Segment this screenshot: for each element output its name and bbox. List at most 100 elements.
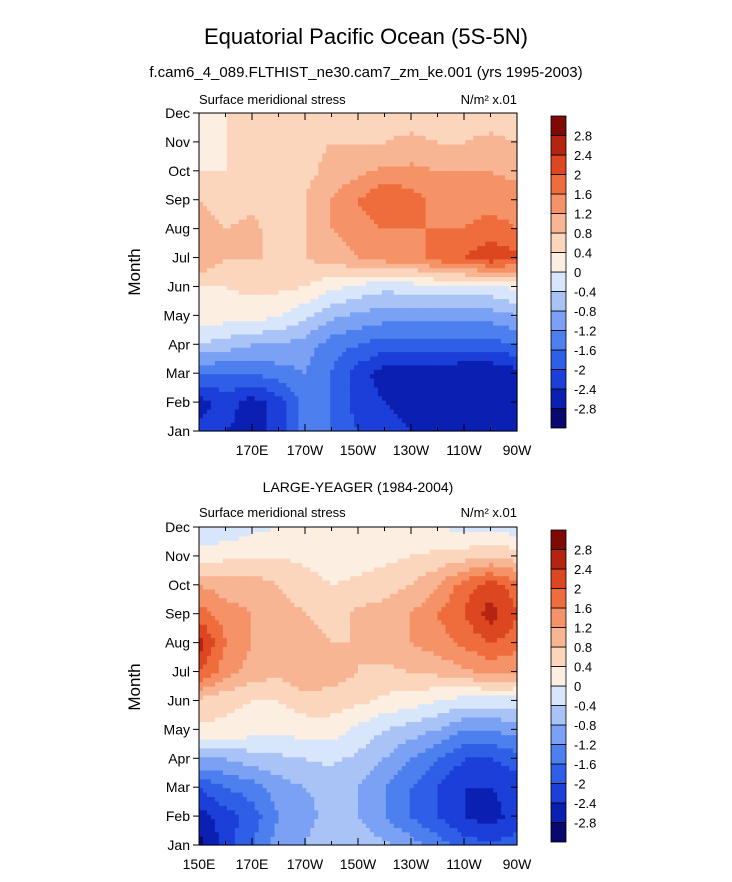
heatmap-cell xyxy=(290,289,296,295)
heatmap-cell xyxy=(397,355,403,361)
heatmap-cell xyxy=(226,161,232,167)
heatmap-cell xyxy=(365,280,371,286)
heatmap-cell xyxy=(358,196,363,202)
heatmap-cell xyxy=(429,166,435,172)
heatmap-cell xyxy=(513,263,518,269)
heatmap-cell xyxy=(358,311,363,317)
heatmap-cell xyxy=(258,360,264,366)
heatmap-cell xyxy=(314,227,319,233)
heatmap-cell xyxy=(369,347,375,353)
heatmap-cell xyxy=(461,307,466,313)
heatmap-cell xyxy=(310,161,315,167)
heatmap-cell xyxy=(489,360,494,366)
heatmap-cell xyxy=(437,254,443,260)
heatmap-cell xyxy=(369,426,375,432)
heatmap-cell xyxy=(238,298,244,304)
heatmap-cell xyxy=(246,338,252,344)
heatmap-cell xyxy=(409,254,415,260)
heatmap-cell xyxy=(501,342,506,348)
heatmap-cell xyxy=(294,422,299,428)
heatmap-cell xyxy=(361,192,367,198)
heatmap-cell xyxy=(373,245,379,251)
heatmap-cell xyxy=(282,254,288,260)
heatmap-cell xyxy=(501,333,506,339)
heatmap-cell xyxy=(509,236,514,242)
heatmap-cell xyxy=(513,280,518,286)
heatmap-cell xyxy=(509,307,514,313)
heatmap-cell xyxy=(501,285,506,291)
heatmap-cell xyxy=(218,219,224,225)
heatmap-cell xyxy=(226,152,232,158)
heatmap-cell xyxy=(218,161,224,167)
heatmap-cell xyxy=(481,276,486,282)
heatmap-cell xyxy=(230,183,236,189)
heatmap-cell xyxy=(385,422,391,428)
heatmap-cell xyxy=(441,294,447,300)
heatmap-cell xyxy=(338,223,343,229)
heatmap-cell xyxy=(199,311,204,317)
heatmap-cell xyxy=(346,329,351,335)
heatmap-cell xyxy=(342,289,347,295)
heatmap-cell xyxy=(338,395,343,401)
heatmap-cell xyxy=(413,320,419,326)
heatmap-cell xyxy=(393,201,399,207)
heatmap-cell xyxy=(302,413,307,419)
heatmap-cell xyxy=(417,316,423,322)
heatmap-cell xyxy=(397,422,403,428)
heatmap-cell xyxy=(513,241,518,247)
heatmap-cell xyxy=(421,170,427,176)
heatmap-cell xyxy=(330,254,335,260)
heatmap-cell xyxy=(501,192,506,198)
heatmap-cell xyxy=(278,294,284,300)
heatmap-cell xyxy=(214,373,220,379)
heatmap-cell xyxy=(358,386,363,392)
heatmap-cell xyxy=(485,351,490,357)
heatmap-cell xyxy=(222,329,228,335)
heatmap-cell xyxy=(330,289,335,295)
heatmap-cell xyxy=(385,166,391,172)
heatmap-cell xyxy=(274,386,280,392)
heatmap-cell xyxy=(314,249,319,255)
heatmap-cell xyxy=(365,333,371,339)
heatmap-cell xyxy=(334,205,339,211)
heatmap-cell xyxy=(473,276,478,282)
heatmap-cell xyxy=(294,386,299,392)
heatmap-cell xyxy=(473,298,478,304)
heatmap-cell xyxy=(405,386,411,392)
heatmap-cell xyxy=(322,294,327,300)
heatmap-cell xyxy=(258,174,264,180)
heatmap-cell xyxy=(377,223,383,229)
heatmap-cell xyxy=(361,232,367,238)
heatmap-cell xyxy=(513,417,518,423)
heatmap-cell xyxy=(330,166,335,172)
heatmap-cell xyxy=(250,320,256,326)
heatmap-cell xyxy=(222,263,228,269)
heatmap-cell xyxy=(322,413,327,419)
heatmap-cell xyxy=(441,325,447,331)
heatmap-cell xyxy=(461,347,466,353)
heatmap-cell xyxy=(393,351,399,357)
heatmap-cell xyxy=(278,351,284,357)
heatmap-cell xyxy=(278,360,284,366)
heatmap-cell xyxy=(350,245,355,251)
heatmap-cell xyxy=(218,285,224,291)
heatmap-cell xyxy=(294,325,299,331)
heatmap-cell xyxy=(493,236,498,242)
heatmap-cell xyxy=(354,391,359,397)
heatmap-cell xyxy=(270,391,276,397)
heatmap-cell xyxy=(465,174,470,180)
heatmap-cell xyxy=(278,188,284,194)
heatmap-cell xyxy=(210,360,216,366)
heatmap-cell xyxy=(270,378,276,384)
heatmap-cell xyxy=(377,183,383,189)
heatmap-cell xyxy=(202,219,208,225)
heatmap-cell xyxy=(306,254,311,260)
heatmap-cell xyxy=(282,249,288,255)
heatmap-cell xyxy=(246,289,252,295)
heatmap-cell xyxy=(509,342,514,348)
heatmap-cell xyxy=(433,192,439,198)
heatmap-cell xyxy=(501,219,506,225)
heatmap-cell xyxy=(314,347,319,353)
heatmap-cell xyxy=(405,223,411,229)
heatmap-cell xyxy=(246,166,252,172)
